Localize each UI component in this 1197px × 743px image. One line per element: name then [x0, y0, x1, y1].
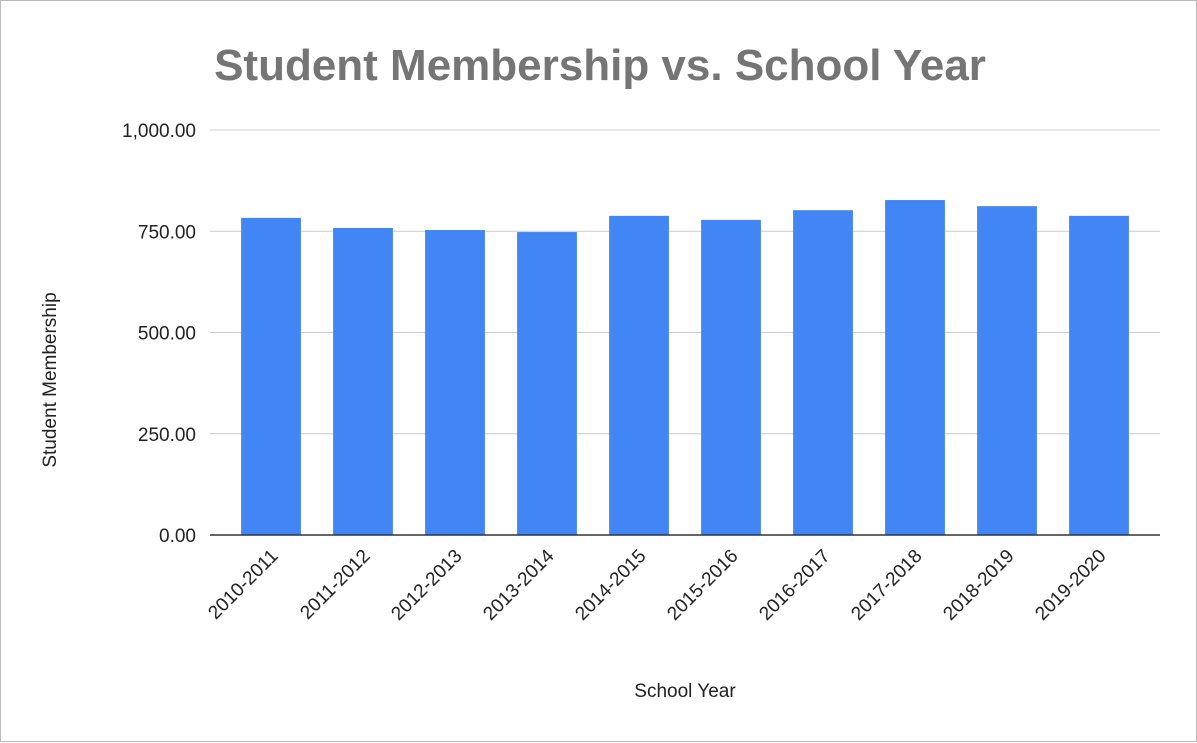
bar [977, 206, 1037, 535]
bar [793, 210, 853, 535]
y-tick-label: 750.00 [138, 222, 196, 243]
y-tick-label: 250.00 [138, 425, 196, 446]
bar [425, 230, 485, 535]
bar [1069, 215, 1129, 536]
bar [885, 200, 945, 535]
bar [333, 228, 393, 535]
y-axis-label: Student Membership [40, 292, 61, 467]
bar [517, 232, 577, 535]
y-tick-label: 1,000.00 [122, 121, 196, 142]
bar [609, 215, 669, 536]
bar [241, 217, 301, 535]
y-tick-label: 500.00 [138, 324, 196, 345]
bar [701, 219, 761, 535]
x-axis-label: School Year [634, 681, 736, 702]
y-tick-label: 0.00 [159, 526, 196, 547]
chart-title: Student Membership vs. School Year [214, 41, 986, 90]
